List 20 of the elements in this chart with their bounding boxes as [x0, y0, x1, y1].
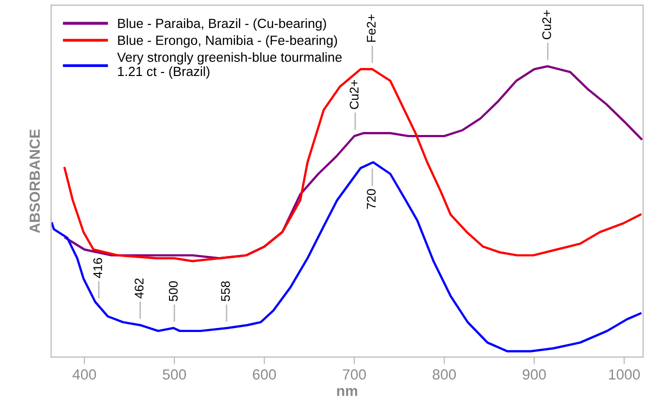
- legend-label: Very strongly greenish-blue tourmaline 1.21 ct - (Brazil): [117, 52, 342, 79]
- y-axis-title: ABSORBANCE: [30, 129, 40, 234]
- annotation: 462: [134, 278, 144, 298]
- annotation: Cu2+: [350, 80, 359, 110]
- annotation: 500: [168, 281, 178, 302]
- x-tick-label: 900: [522, 369, 546, 380]
- legend-label: Blue - Erongo, Namibia - (Fe-bearing): [118, 35, 337, 48]
- annotation: 558: [221, 281, 230, 302]
- x-tick-label: 500: [162, 369, 186, 380]
- x-tick-label: 400: [72, 369, 96, 380]
- annotation: Fe2+: [366, 14, 376, 42]
- x-tick-label: 700: [342, 369, 366, 380]
- annotation: 720: [366, 189, 376, 209]
- x-axis-title: nm: [337, 388, 358, 396]
- x-tick-label: 600: [252, 369, 276, 380]
- x-tick-label: 1000: [609, 369, 640, 380]
- x-tick-label: 800: [432, 369, 456, 380]
- annotation: Cu2+: [542, 10, 552, 40]
- annotation: 416: [93, 258, 102, 278]
- legend-label: Blue - Paraiba, Brazil - (Cu-bearing): [118, 18, 326, 31]
